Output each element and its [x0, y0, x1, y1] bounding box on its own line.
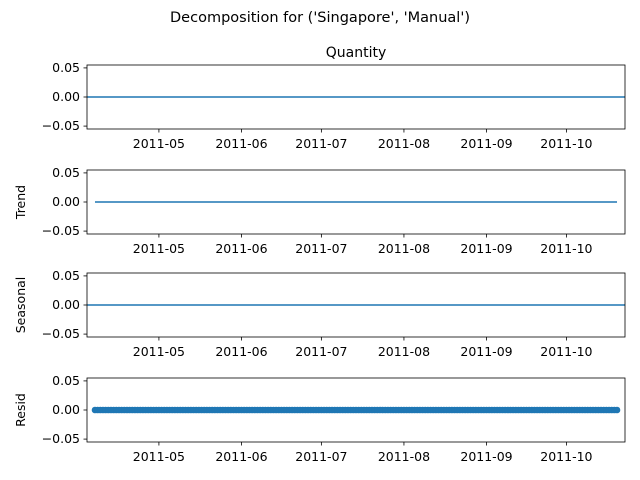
x-tick-label: 2011-06 [215, 241, 267, 256]
x-tick-label: 2011-07 [295, 136, 347, 151]
x-tick-label: 2011-06 [215, 344, 267, 359]
y-axis-label: Resid [13, 393, 28, 427]
y-tick-label: −0.05 [42, 223, 80, 238]
x-tick-label: 2011-09 [460, 136, 512, 151]
residual-point [613, 406, 621, 414]
x-tick-label: 2011-05 [133, 136, 185, 151]
y-tick-label: 0.05 [52, 60, 80, 75]
y-axis-label: Seasonal [13, 277, 28, 334]
x-tick-label: 2011-09 [460, 344, 512, 359]
y-tick-label: −0.05 [42, 326, 80, 341]
x-tick-label: 2011-08 [378, 449, 430, 464]
y-tick-label: 0.05 [52, 165, 80, 180]
x-tick-label: 2011-08 [378, 344, 430, 359]
x-tick-label: 2011-07 [295, 449, 347, 464]
subplot-trend: 0.05 0.00 −0.05 2011-05 2011-06 2011-07 2011-0… [13, 165, 626, 256]
y-axis-label: Trend [13, 185, 28, 220]
x-tick-label: 2011-05 [133, 449, 185, 464]
x-tick-label: 2011-06 [215, 449, 267, 464]
x-tick-label: 2011-07 [295, 241, 347, 256]
x-tick-label: 2011-10 [540, 241, 592, 256]
x-tick-label: 2011-05 [133, 344, 185, 359]
residual-markers [91, 406, 621, 414]
y-tick-label: 0.05 [52, 373, 80, 388]
x-tick-label: 2011-08 [378, 136, 430, 151]
x-tick-label: 2011-10 [540, 449, 592, 464]
x-tick-label: 2011-05 [133, 241, 185, 256]
subplot-observed: 0.05 0.00 −0.05 2011-05 2011-06 2011-07 2011-0… [42, 45, 626, 151]
x-tick-label: 2011-07 [295, 344, 347, 359]
x-tick-label: 2011-10 [540, 344, 592, 359]
y-tick-label: 0.00 [52, 89, 80, 104]
subplot-resid: 0.05 0.00 −0.05 2011-05 2011-06 2011-07 2011-0… [13, 373, 626, 464]
y-tick-label: 0.05 [52, 268, 80, 283]
x-tick-label: 2011-09 [460, 241, 512, 256]
x-tick-label: 2011-09 [460, 449, 512, 464]
y-tick-label: 0.00 [52, 297, 80, 312]
x-tick-label: 2011-08 [378, 241, 430, 256]
subplot-seasonal: 0.05 0.00 −0.05 2011-05 2011-06 2011-07 2011-0… [13, 268, 626, 359]
y-tick-label: 0.00 [52, 194, 80, 209]
y-tick-label: −0.05 [42, 431, 80, 446]
y-tick-label: −0.05 [42, 118, 80, 133]
y-tick-label: 0.00 [52, 402, 80, 417]
subplot-title: Quantity [326, 45, 387, 61]
figure-suptitle: Decomposition for ('Singapore', 'Manual'… [170, 10, 470, 26]
x-tick-label: 2011-10 [540, 136, 592, 151]
x-tick-label: 2011-06 [215, 136, 267, 151]
